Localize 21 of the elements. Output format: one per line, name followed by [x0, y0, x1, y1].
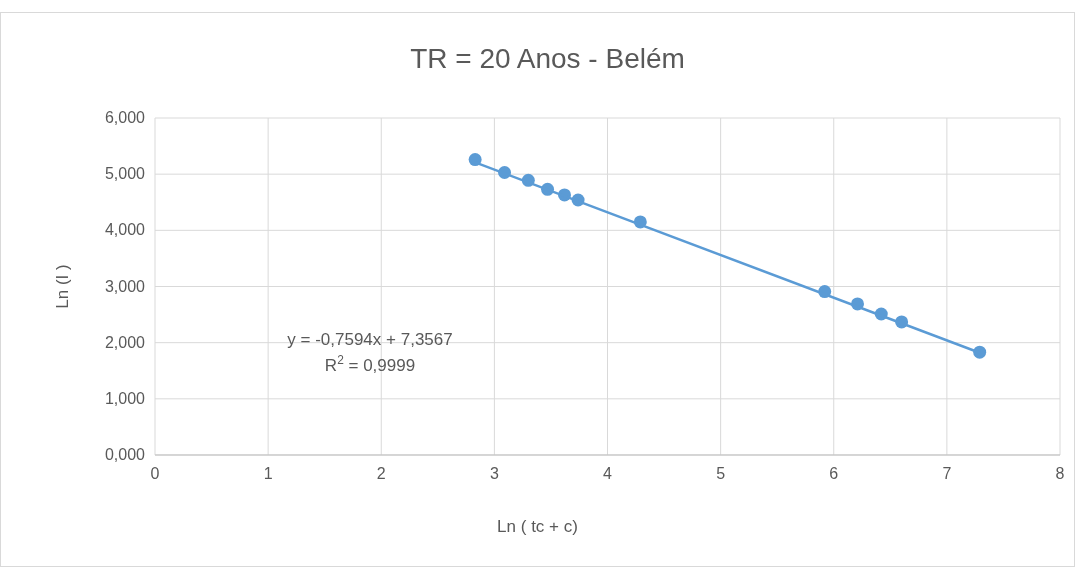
y-tick-label: 1,000 — [104, 389, 146, 407]
chart-title: TR = 20 Anos - Belém — [410, 43, 685, 74]
x-tick-label: 0 — [150, 465, 160, 482]
y-tick-label: 2,000 — [104, 333, 146, 351]
x-tick-label: 2 — [376, 465, 386, 482]
x-tick-label: 1 — [263, 465, 273, 482]
x-tick-label: 3 — [489, 465, 499, 482]
y-tick-label: 4,000 — [104, 221, 146, 239]
annotation: R$^{2}$ = 0,9999 — [324, 353, 416, 375]
y-tick-label: 6,000 — [104, 109, 146, 126]
y-tick-label: 5,000 — [104, 165, 146, 183]
x-tick-label: 4 — [603, 465, 613, 482]
y-tick-label: 0,000 — [104, 446, 146, 463]
annotation: y = -0,7594x + 7,3567 — [287, 330, 453, 349]
y-tick-label: 3,000 — [104, 277, 146, 295]
x-tick-label: 8 — [1055, 465, 1065, 482]
y-axis-title: Ln (I ) — [53, 264, 72, 309]
x-tick-label: 6 — [829, 465, 839, 482]
x-tick-label: 7 — [942, 465, 952, 482]
x-tick-label: 5 — [716, 465, 726, 482]
x-axis-title: Ln ( tc + c) — [497, 517, 578, 536]
